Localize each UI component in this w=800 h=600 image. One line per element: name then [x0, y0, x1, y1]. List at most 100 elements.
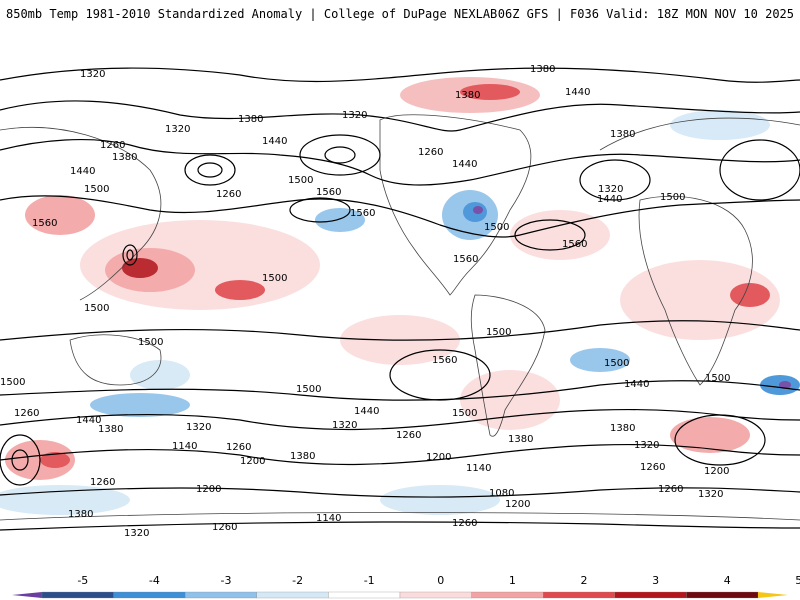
color-scale-max-arrow	[758, 592, 788, 598]
contour-closed	[0, 434, 41, 486]
contour-label: 1260	[100, 140, 125, 151]
cool-anomaly	[315, 208, 365, 232]
contour-label: 1440	[624, 379, 649, 390]
contour-closed	[719, 139, 800, 201]
australia-outline	[69, 334, 162, 386]
contour-label: 1440	[262, 136, 287, 147]
contour-label: 1440	[70, 166, 95, 177]
contour-label: 1380	[610, 423, 635, 434]
contour-label: 1260	[90, 477, 115, 488]
cool-anomaly	[130, 360, 190, 390]
contour-label: 1200	[704, 466, 729, 477]
color-scale-tick-label: 3	[652, 574, 659, 587]
color-scale-segment	[256, 591, 329, 599]
contour-label: 1500	[452, 408, 477, 419]
contour-labels: 1320 1380 1440 1260 1320 1380 1380 1440 …	[0, 64, 730, 539]
contour-label: 1260	[212, 522, 237, 533]
contour-closed	[184, 154, 236, 186]
contour-label: 1440	[597, 194, 622, 205]
color-scale-ticks: -5 -4 -3 -2 -1 0 1 2 3 4 5	[77, 574, 800, 587]
contour-label: 1200	[196, 484, 221, 495]
contour-label: 1500	[0, 377, 25, 388]
contour-line	[0, 100, 800, 132]
contour-line	[0, 320, 800, 341]
contour-label: 1260	[418, 147, 443, 158]
model-run-info: 06Z GFS | F036 Valid: 18Z MON NOV 10 202…	[497, 7, 794, 21]
contour-closed	[674, 414, 766, 466]
contour-closed	[389, 349, 491, 401]
warm-anomaly	[215, 280, 265, 300]
contour-label: 1080	[489, 488, 514, 499]
contour-label: 1440	[452, 159, 477, 170]
contour-label: 1320	[165, 124, 190, 135]
color-scale-tick-label: 0	[437, 574, 444, 587]
contour-label: 1380	[98, 424, 123, 435]
contour-line	[0, 487, 800, 498]
contour-label: 1380	[112, 152, 137, 163]
anomaly-map: 1320 1380 1440 1260 1320 1380 1380 1440 …	[0, 40, 800, 540]
contour-label: 1380	[610, 129, 635, 140]
contour-label: 1500	[604, 358, 629, 369]
contour-closed	[11, 449, 29, 471]
contour-label: 1200	[426, 452, 451, 463]
height-contours	[0, 67, 800, 531]
contour-closed	[197, 162, 223, 178]
contour-label: 1380	[238, 114, 263, 125]
warm-anomaly	[730, 283, 770, 307]
contour-label: 1320	[598, 184, 623, 195]
contour-label: 1560	[432, 355, 457, 366]
contour-label: 1320	[634, 440, 659, 451]
cool-anomaly	[380, 485, 500, 515]
color-scale-tick-label: -1	[364, 574, 375, 587]
contour-label: 1440	[354, 406, 379, 417]
eurasia-outline	[0, 117, 800, 301]
contour-label: 1380	[530, 64, 555, 75]
cool-anomaly	[90, 393, 190, 417]
color-scale-segment	[113, 591, 186, 599]
contour-label: 1260	[658, 484, 683, 495]
contour-label: 1560	[316, 187, 341, 198]
contour-label: 1500	[296, 384, 321, 395]
color-scale-segment	[543, 591, 615, 599]
color-scale-segment	[471, 591, 544, 599]
cool-anomaly	[779, 381, 791, 389]
contour-line	[0, 138, 800, 186]
contour-label: 1320	[186, 422, 211, 433]
contour-label: 1380	[290, 451, 315, 462]
color-scale-segment	[686, 591, 759, 599]
contour-line	[0, 443, 800, 466]
africa-outline	[638, 195, 753, 386]
color-scale-segment	[614, 591, 687, 599]
contour-label: 1260	[452, 518, 477, 529]
contour-label: 1380	[68, 509, 93, 520]
contour-label: 1200	[505, 499, 530, 510]
contour-label: 1500	[262, 273, 287, 284]
contour-label: 1140	[172, 441, 197, 452]
anomaly-shading	[0, 77, 800, 515]
contour-label: 1260	[640, 462, 665, 473]
contour-label: 1320	[80, 69, 105, 80]
contour-label: 1260	[216, 189, 241, 200]
contour-label: 1200	[240, 456, 265, 467]
coastlines	[0, 114, 800, 521]
color-scale-segment	[328, 591, 401, 599]
contour-line	[0, 67, 800, 83]
map-title: 850mb Temp 1981-2010 Standardized Anomal…	[6, 7, 498, 21]
warm-anomaly	[25, 195, 95, 235]
warm-anomaly	[620, 260, 780, 340]
contour-label: 1320	[698, 489, 723, 500]
color-scale: -5 -4 -3 -2 -1 0 1 2 3 4 5	[12, 574, 800, 599]
color-scale-segment	[399, 591, 472, 599]
south-america-outline	[470, 294, 546, 437]
contour-closed	[289, 197, 351, 223]
warm-anomaly	[40, 452, 70, 468]
contour-closed	[299, 134, 381, 176]
contour-label: 1380	[508, 434, 533, 445]
warm-anomaly	[122, 258, 158, 278]
color-scale-min-arrow	[12, 592, 42, 598]
contour-label: 1320	[332, 420, 357, 431]
cool-anomaly	[473, 206, 483, 214]
contour-label: 1380	[455, 90, 480, 101]
cool-anomaly	[670, 110, 770, 140]
contour-line	[0, 380, 800, 401]
